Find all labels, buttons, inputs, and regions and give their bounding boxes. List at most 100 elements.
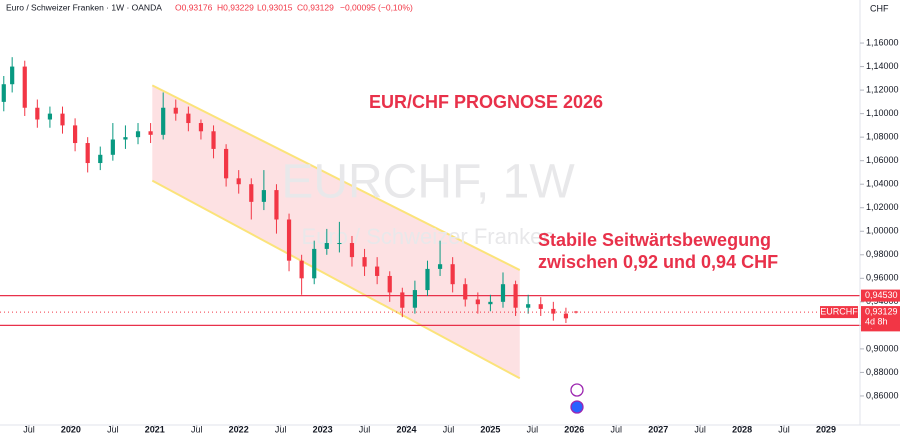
legend-open: O0,93176 [175, 2, 213, 12]
x-tick-label: 2024 [396, 424, 416, 434]
candle-body [10, 66, 15, 85]
candle-body [463, 284, 468, 300]
candle-body [211, 131, 216, 149]
candle-body [35, 107, 40, 120]
x-tick-label: Jul [778, 424, 790, 434]
x-tick-label: 2026 [564, 424, 584, 434]
candle-body [274, 190, 279, 220]
candle-body [148, 131, 153, 135]
y-tick-label: 1,02000 [866, 202, 899, 212]
candle-body [110, 139, 115, 155]
y-tick-label: 1,14000 [866, 61, 899, 71]
last-price-box [861, 306, 900, 329]
candle-body [261, 190, 266, 202]
candle-body [324, 243, 329, 249]
symbol-tag-box [820, 306, 858, 319]
event-icon[interactable] [570, 383, 584, 397]
candle-body [538, 304, 543, 309]
candle-body [400, 292, 405, 308]
legend-low: L0,93015 [257, 2, 293, 12]
x-tick-label: Jul [191, 424, 203, 434]
channel-fill [152, 85, 520, 379]
candle-body [500, 284, 506, 302]
annotation: zwischen 0,92 und 0,94 CHF [538, 252, 778, 272]
legend-close: C0,93129 [297, 2, 334, 12]
x-tick-label: 2028 [732, 424, 752, 434]
candle-body [161, 107, 166, 135]
candle-body [1, 84, 6, 102]
symbol-tag: EURCHF [820, 306, 858, 316]
y-tick-label: 1,00000 [866, 226, 899, 236]
candle-body [526, 304, 531, 308]
candle-body [375, 266, 380, 276]
candle-body [563, 313, 569, 319]
candle-body [475, 299, 480, 305]
candle-body [349, 243, 355, 258]
candle-body [98, 154, 103, 164]
candle-body [450, 264, 455, 285]
candle-body [425, 268, 430, 291]
channel-line [151, 179, 521, 380]
candle-body [249, 184, 254, 202]
x-tick-label: 2025 [480, 424, 500, 434]
x-tick-label: Jul [359, 424, 371, 434]
candle-body [236, 178, 241, 185]
x-tick-label: 2029 [816, 424, 836, 434]
event-icon[interactable] [570, 400, 584, 414]
last-price-label: 0,93129 [865, 306, 898, 316]
candle-body [362, 257, 367, 267]
y-tick-label: 1,04000 [866, 179, 899, 189]
annotation: Stabile Seitwärtsbewegung [538, 230, 771, 250]
y-tick-label: 0,86000 [866, 390, 899, 400]
candle-body [312, 248, 317, 279]
candle-body [60, 113, 65, 126]
watermark-symbol: EURCHF, 1W [281, 156, 575, 209]
y-tick-label: 0,96000 [866, 273, 899, 283]
y-tick-label: 1,10000 [866, 108, 899, 118]
price-label: 0,94530 [865, 290, 898, 300]
header-legend: Euro / Schweizer Franken · 1W · OANDA O0… [6, 2, 413, 12]
candle-body [47, 113, 53, 120]
x-tick-label: 2027 [648, 424, 668, 434]
x-tick-label: Jul [611, 424, 623, 434]
watermark-name: Euro / Schweizer Franken [301, 224, 554, 249]
candle-body [437, 264, 443, 269]
candle-body [224, 148, 229, 179]
candle-body [299, 260, 304, 279]
y-tick-label: 1,08000 [866, 132, 899, 142]
x-tick-label: 2023 [313, 424, 333, 434]
x-tick-label: Jul [107, 424, 119, 434]
candle-body [573, 311, 579, 313]
y-tick-label: 0,98000 [866, 249, 899, 259]
candle-body [123, 137, 128, 140]
candle-body [85, 143, 90, 164]
axis-unit: CHF [870, 3, 889, 13]
y-tick-label: 0,90000 [866, 343, 899, 353]
x-tick-label: Jul [443, 424, 455, 434]
channel-line [151, 84, 521, 271]
x-tick-label: Jul [694, 424, 706, 434]
candle-body [72, 125, 78, 144]
candle-body [173, 107, 178, 114]
x-tick-label: Jul [275, 424, 287, 434]
candle-body [198, 123, 204, 132]
candle-body [135, 131, 141, 138]
candle-body [551, 308, 556, 314]
plot-layer [0, 57, 860, 324]
countdown: 4d 8h [865, 316, 888, 326]
x-tick-label: Jul [527, 424, 539, 434]
x-tick-label: 2020 [61, 424, 81, 434]
candle-body [186, 113, 191, 124]
legend-change: −0,00095 (−0,10%) [340, 2, 413, 12]
price-label-box [861, 289, 900, 302]
x-tick-label: 2022 [229, 424, 249, 434]
legend-title: Euro / Schweizer Franken · 1W · OANDA [6, 2, 162, 12]
candle-body [387, 275, 392, 293]
x-tick-label: Jul [23, 424, 35, 434]
candle-body [412, 290, 417, 308]
y-tick-label: 1,16000 [866, 37, 899, 47]
axis-layer: 0,860000,880000,900000,920000,940000,960… [23, 37, 900, 434]
x-tick-label: 2021 [145, 424, 165, 434]
